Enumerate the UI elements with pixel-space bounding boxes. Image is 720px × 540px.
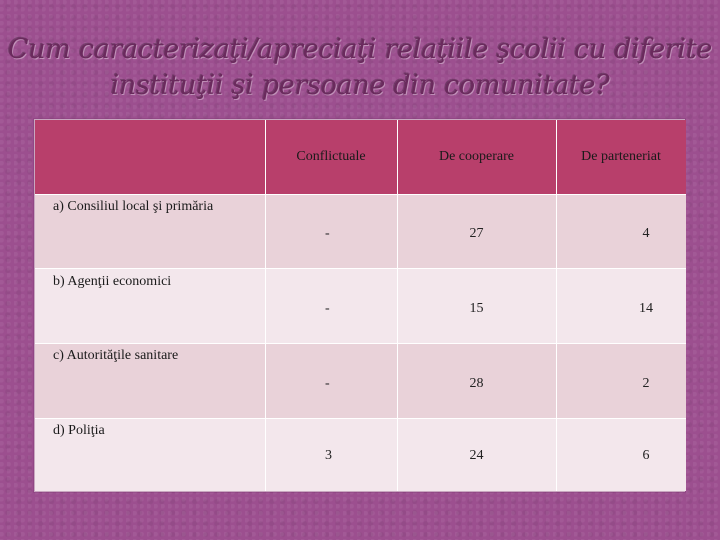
cell-value: -	[325, 300, 330, 316]
cell-value: 24	[469, 447, 484, 463]
grid-line	[556, 120, 557, 491]
grid-line	[35, 194, 686, 195]
cell-value: 4	[642, 226, 650, 241]
grid-line	[397, 120, 398, 491]
header-conflictuale: Conflictuale	[265, 120, 397, 194]
row-label-consiliul: a) Consiliul local şi primăria	[53, 199, 214, 214]
row-3-label-cell	[35, 343, 265, 418]
header-label: Conflictuale	[296, 149, 366, 164]
slide-title-line-1: Cum caracterizaţi/apreciaţi relaţiile şc…	[7, 34, 713, 65]
row-4-label-cell	[35, 418, 265, 491]
row-2-label-cell	[35, 268, 265, 343]
cell-value: 3	[325, 447, 332, 463]
header-cooperare: De cooperare	[397, 120, 556, 194]
table-cell: 15	[397, 268, 556, 343]
cell-value: -	[325, 226, 330, 241]
row-label-politia: d) Poliţia	[53, 423, 105, 438]
table-cell: 2	[556, 343, 686, 418]
table-cell: 3	[265, 418, 397, 491]
grid-line	[35, 418, 686, 419]
header-label: De cooperare	[438, 149, 514, 164]
header-label: De parteneriat	[581, 149, 661, 164]
table-cell: 27	[397, 194, 556, 268]
header-parteneriat: De parteneriat	[556, 120, 686, 194]
grid-line	[35, 268, 686, 269]
table-cell: -	[265, 343, 397, 418]
row-label-agenti: b) Agenţii economici	[53, 274, 172, 289]
relations-table: Conflictuale De cooperare De parteneriat…	[34, 119, 686, 492]
table-cell: -	[265, 268, 397, 343]
grid-line	[265, 120, 266, 491]
grid-line	[35, 343, 686, 344]
header-empty-cell	[35, 120, 265, 194]
cell-value: 15	[469, 300, 484, 316]
slide-title: Cum caracterizaţi/apreciaţi relaţiile şc…	[0, 32, 720, 104]
table-cell: -	[265, 194, 397, 268]
cell-value: -	[325, 375, 330, 391]
table-cell: 4	[556, 194, 686, 268]
cell-value: 2	[642, 375, 650, 391]
cell-value: 6	[642, 447, 650, 463]
table-cell: 24	[397, 418, 556, 491]
slide-title-line-2: instituţii şi persoane din comunitate?	[110, 70, 610, 101]
cell-value: 27	[469, 226, 484, 241]
table-cell: 28	[397, 343, 556, 418]
table-cell: 6	[556, 418, 686, 491]
row-1-label-cell	[35, 194, 265, 268]
cell-value: 14	[639, 300, 653, 316]
row-label-autoritati: c) Autorităţile sanitare	[53, 348, 179, 363]
table-cell: 14	[556, 268, 686, 343]
cell-value: 28	[469, 375, 484, 391]
